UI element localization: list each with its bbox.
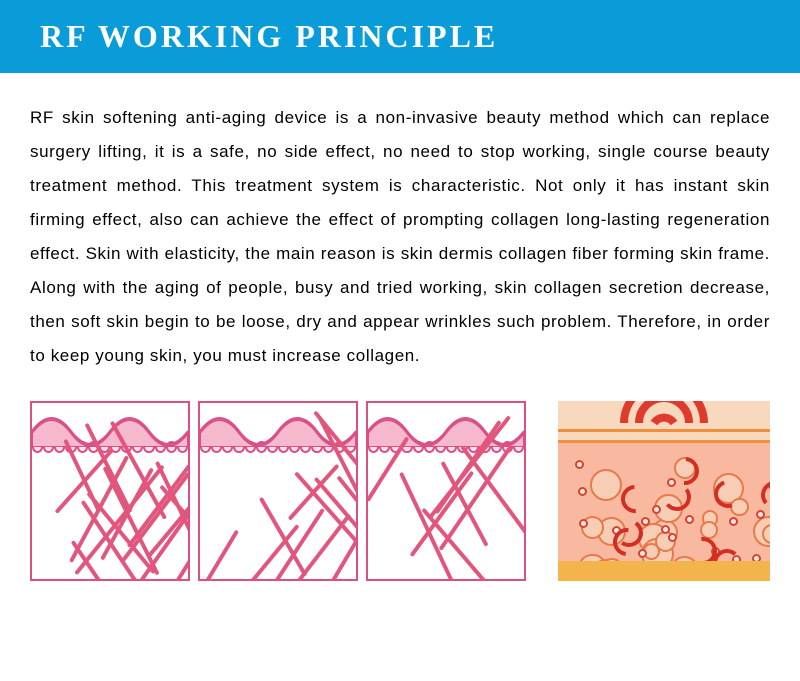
skin-cell-2 [198,401,358,581]
rf-band [558,429,770,443]
epidermis-layer [32,403,188,447]
principle-paragraph: RF skin softening anti-aging device is a… [30,101,770,373]
rf-action-panel [558,401,770,581]
skin-cell-1 [30,401,190,581]
dermis-fibers [200,461,356,579]
rf-deep-band [558,561,770,581]
rf-surface [558,401,770,429]
page-title: RF WORKING PRINCIPLE [40,18,760,55]
rf-wave-icon [604,401,724,430]
dermis-fibers [32,461,188,579]
dermis-fibers [368,461,524,579]
skin-cell-3 [366,401,526,581]
title-band: RF WORKING PRINCIPLE [0,0,800,73]
diagram-row [30,401,770,581]
page-root: RF WORKING PRINCIPLE RF skin softening a… [0,0,800,611]
